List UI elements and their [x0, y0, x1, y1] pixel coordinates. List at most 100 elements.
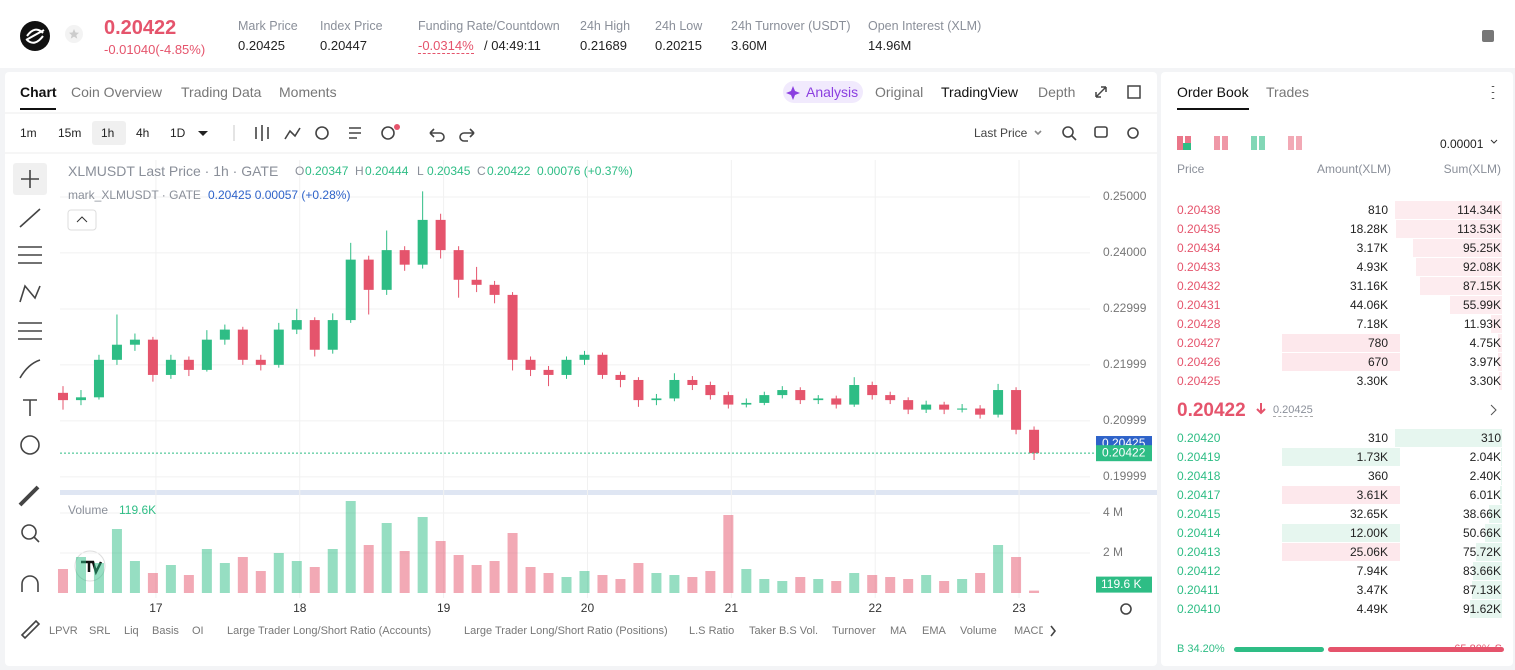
candle-body — [993, 390, 1004, 415]
indicator[interactable]: SRL — [89, 625, 111, 637]
tab[interactable]: Trading Data — [181, 84, 262, 100]
ob-price[interactable]: 0.20411 — [1177, 583, 1220, 597]
indicator[interactable]: MA — [890, 625, 907, 637]
add-icon[interactable] — [381, 126, 395, 140]
window-icon[interactable] — [1127, 85, 1141, 99]
view-tab[interactable]: Original — [875, 84, 924, 100]
interval[interactable]: 1m — [20, 126, 37, 140]
candle-body — [921, 404, 932, 410]
volume-bar — [345, 501, 356, 593]
lock-tool[interactable] — [20, 619, 41, 640]
indicator[interactable]: L.S Ratio — [689, 625, 735, 637]
cross-tool[interactable] — [21, 170, 39, 188]
chart-settings[interactable] — [1120, 603, 1132, 615]
view-tab[interactable]: TradingView — [941, 84, 1019, 100]
tab[interactable]: Moments — [279, 84, 337, 100]
collapse-legend[interactable] — [67, 209, 97, 231]
ob-price[interactable]: 0.20431 — [1177, 298, 1221, 312]
ob-sum: 92.08K — [1462, 260, 1501, 274]
ob-price[interactable]: 0.20420 — [1177, 431, 1221, 445]
template-icon[interactable] — [349, 127, 361, 139]
brush-tool[interactable] — [19, 359, 41, 379]
layout-icon[interactable] — [1482, 30, 1494, 42]
tab[interactable]: Chart — [20, 84, 57, 100]
pattern-tool[interactable] — [19, 284, 41, 303]
price-source[interactable]: Last Price — [974, 126, 1028, 140]
depth-bar — [1449, 296, 1502, 314]
view-tab[interactable]: Analysis — [806, 84, 859, 100]
ob-price[interactable]: 0.20435 — [1177, 222, 1221, 236]
indicator[interactable]: LPVR — [49, 625, 78, 637]
fib-tool[interactable] — [18, 322, 42, 340]
indicator[interactable]: OI — [192, 625, 204, 637]
precision-caret[interactable] — [1490, 139, 1498, 144]
view-tab[interactable]: Depth — [1038, 84, 1076, 100]
favorite-star — [69, 29, 79, 39]
indicator[interactable]: Liq — [124, 625, 139, 637]
ob-price[interactable]: 0.20428 — [1177, 317, 1221, 331]
zoom-tool[interactable] — [21, 524, 37, 540]
ob-view-icon[interactable] — [1288, 136, 1302, 150]
ob-sum: 310 — [1480, 431, 1501, 445]
ob-price[interactable]: 0.20415 — [1177, 507, 1221, 521]
indicator[interactable]: Taker B.S Vol. — [749, 625, 819, 637]
ob-price[interactable]: 0.20418 — [1177, 469, 1221, 483]
more-arrow[interactable] — [1490, 404, 1497, 416]
ob-price[interactable]: 0.20438 — [1177, 203, 1221, 217]
ob-tab[interactable]: Order Book — [1177, 84, 1249, 100]
indicator[interactable]: Basis — [152, 625, 179, 637]
search-icon[interactable] — [1062, 126, 1074, 138]
interval[interactable]: 4h — [136, 126, 150, 140]
channel-tool[interactable] — [18, 246, 42, 264]
ob-price[interactable]: 0.20417 — [1177, 488, 1221, 502]
camera-icon[interactable] — [1094, 126, 1108, 138]
ob-price[interactable]: 0.20426 — [1177, 355, 1221, 369]
ob-price[interactable]: 0.20414 — [1177, 526, 1221, 540]
ob-price[interactable]: 0.20425 — [1177, 374, 1221, 388]
indicator-icon[interactable] — [284, 127, 301, 140]
indicator[interactable]: Turnover — [832, 625, 876, 637]
emoji-tool[interactable] — [20, 435, 40, 455]
indicator[interactable]: Large Trader Long/Short Ratio (Positions… — [464, 625, 668, 637]
indicator[interactable]: Large Trader Long/Short Ratio (Accounts) — [227, 625, 432, 637]
ob-price[interactable]: 0.20412 — [1177, 564, 1221, 578]
legend-value: 0.20422 — [487, 164, 531, 178]
settings-icon[interactable] — [1127, 127, 1139, 139]
ob-price[interactable]: 0.20427 — [1177, 336, 1221, 350]
candle-body — [363, 259, 374, 290]
ob-price[interactable]: 0.20434 — [1177, 241, 1221, 255]
compare-icon[interactable] — [315, 126, 329, 140]
ob-view-icon[interactable] — [1214, 136, 1228, 150]
stat-value: -0.0314% — [418, 38, 474, 54]
ob-tab[interactable]: Trades — [1266, 84, 1310, 100]
redo-icon[interactable] — [459, 128, 475, 142]
magnet-tool[interactable] — [21, 575, 39, 592]
volume-bar — [147, 573, 158, 593]
more-arrow[interactable] — [1050, 625, 1057, 637]
line-tool[interactable] — [19, 208, 41, 228]
precision[interactable]: 0.00001 — [1440, 137, 1484, 151]
undo-icon[interactable] — [429, 128, 445, 142]
ob-amount: 1.73K — [1356, 450, 1388, 464]
candle-body — [327, 320, 338, 350]
indicator[interactable]: EMA — [922, 625, 946, 637]
ob-price[interactable]: 0.20419 — [1177, 450, 1221, 464]
interval[interactable]: 15m — [58, 126, 82, 140]
tab[interactable]: Coin Overview — [71, 84, 163, 100]
ob-price[interactable]: 0.20413 — [1177, 545, 1221, 559]
text-tool[interactable] — [23, 399, 37, 416]
ob-price[interactable]: 0.20433 — [1177, 260, 1221, 274]
ruler-tool[interactable] — [18, 485, 40, 507]
ob-price[interactable]: 0.20410 — [1177, 602, 1221, 616]
ob-view-icon[interactable] — [1251, 136, 1265, 150]
dropdown-caret[interactable] — [198, 131, 208, 136]
indicator[interactable]: MACD — [1014, 625, 1043, 637]
ob-sum: 4.75K — [1469, 336, 1501, 350]
candle-icon[interactable] — [255, 125, 269, 141]
ob-price[interactable]: 0.20432 — [1177, 279, 1221, 293]
interval[interactable]: 1h — [101, 126, 115, 140]
expand-icon[interactable] — [1095, 86, 1107, 98]
col-head: Amount(XLM) — [1316, 162, 1391, 176]
interval[interactable]: 1D — [170, 126, 186, 140]
indicator[interactable]: Volume — [960, 625, 997, 637]
